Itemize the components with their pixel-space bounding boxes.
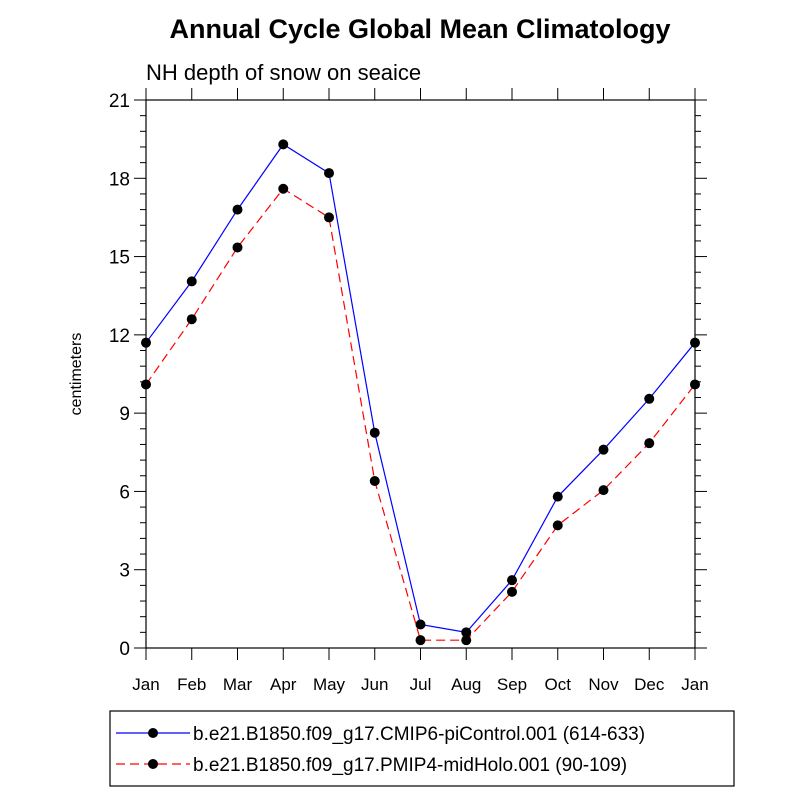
data-point [232, 242, 243, 253]
y-axis-label: centimeters [68, 333, 85, 416]
legend-label: b.e21.B1850.f09_g17.CMIP6-piControl.001 … [193, 724, 645, 745]
chart-subtitle: NH depth of snow on seaice [146, 60, 421, 85]
y-tick-label: 15 [109, 248, 130, 269]
data-point [415, 635, 426, 646]
series-line-2 [145, 187, 696, 641]
x-tick-labels: Jan Feb Mar Apr May Jun Jul Aug Sep Oct Nov Dec Jan [132, 675, 708, 694]
y-tick-label: 18 [109, 169, 130, 190]
y-tick-label: 9 [119, 404, 130, 425]
x-tick-label: Apr [270, 675, 297, 694]
x-tick-label: Feb [177, 675, 206, 694]
legend-label: b.e21.B1850.f09_g17.PMIP4-midHolo.001 (9… [193, 755, 627, 776]
series-line-1 [145, 143, 696, 633]
data-point [141, 337, 151, 348]
axis-ticks [134, 88, 707, 660]
data-point [598, 485, 609, 496]
y-tick-label: 21 [109, 91, 130, 112]
x-tick-label: Jun [361, 675, 388, 694]
x-tick-label: Oct [545, 675, 572, 694]
series-layer [141, 139, 700, 646]
data-point [644, 438, 655, 449]
data-point [141, 379, 151, 390]
y-tick-label: 3 [119, 561, 130, 582]
x-tick-label: Jan [681, 675, 708, 694]
data-point [690, 337, 700, 348]
x-tick-label: Jan [132, 675, 159, 694]
legend-marker [148, 759, 158, 769]
data-point [507, 575, 517, 586]
x-tick-label: Jul [410, 675, 432, 694]
data-point [507, 586, 517, 597]
data-point [415, 619, 426, 630]
data-point [369, 475, 380, 486]
legend: b.e21.B1850.f09_g17.CMIP6-piControl.001 … [116, 724, 645, 776]
x-tick-label: Dec [634, 675, 665, 694]
x-tick-label: Aug [451, 675, 481, 694]
legend-box [109, 710, 735, 787]
data-point [552, 491, 563, 502]
x-tick-label: Nov [588, 675, 619, 694]
data-point [186, 276, 197, 287]
data-point [461, 635, 472, 646]
y-tick-label: 6 [119, 482, 130, 503]
data-point [644, 393, 655, 404]
data-point [690, 379, 700, 390]
data-point [552, 520, 563, 531]
data-point [232, 204, 243, 215]
y-tick-label: 0 [119, 639, 130, 660]
data-point [461, 627, 472, 638]
legend-marker [148, 728, 158, 738]
x-tick-label: May [313, 675, 346, 694]
x-tick-label: Mar [223, 675, 253, 694]
data-point [324, 212, 334, 223]
x-tick-label: Sep [497, 675, 527, 694]
data-point [324, 168, 334, 179]
data-point [186, 314, 197, 325]
data-point [278, 183, 289, 194]
chart-title: Annual Cycle Global Mean Climatology [169, 14, 670, 44]
plot-frame [145, 99, 696, 649]
y-tick-labels: 0 3 6 9 12 15 18 21 [109, 91, 130, 660]
data-point [278, 139, 289, 150]
y-tick-label: 12 [109, 326, 130, 347]
data-point [598, 444, 609, 455]
data-point [369, 427, 380, 438]
